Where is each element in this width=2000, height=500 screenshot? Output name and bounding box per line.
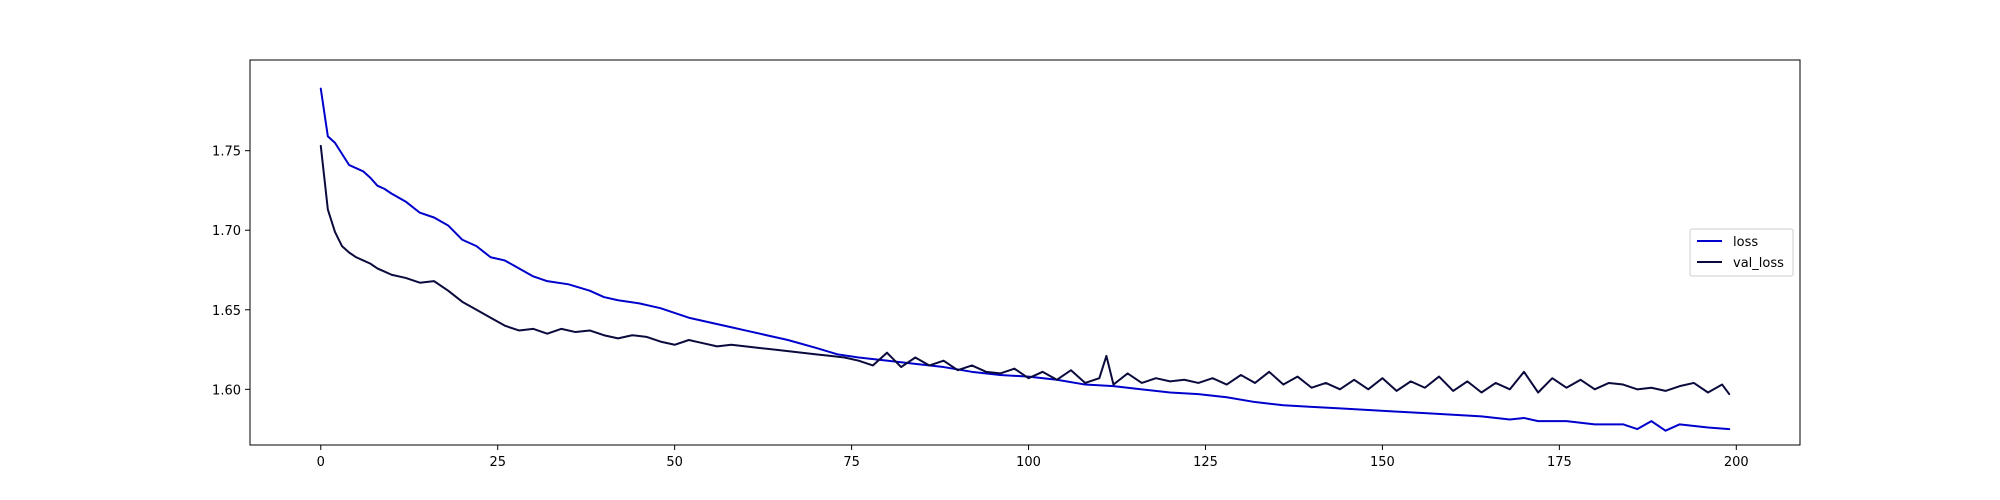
series-line-loss bbox=[319, 87, 1731, 432]
x-tick-label-150: 150 bbox=[1370, 455, 1395, 470]
y-tick-label-1.75: 1.75 bbox=[212, 145, 241, 160]
x-tick-label-0: 0 bbox=[317, 455, 325, 470]
x-tick-label-125: 125 bbox=[1193, 455, 1218, 470]
y-tick-label-1.60: 1.60 bbox=[212, 383, 241, 398]
x-tick-label-25: 25 bbox=[489, 455, 506, 470]
x-tick-label-50: 50 bbox=[666, 455, 683, 470]
y-tick-label-1.70: 1.70 bbox=[212, 224, 241, 239]
plot-area-frame bbox=[249, 59, 1801, 446]
y-axis: 1.60 1.65 1.70 1.75 bbox=[212, 145, 250, 398]
legend-label-loss: loss bbox=[1733, 235, 1758, 250]
x-axis: 0 25 50 75 100 125 150 175 200 bbox=[317, 445, 1749, 470]
x-tick-label-175: 175 bbox=[1547, 455, 1572, 470]
x-tick-label-100: 100 bbox=[1016, 455, 1041, 470]
x-tick-label-75: 75 bbox=[843, 455, 860, 470]
y-tick-label-1.65: 1.65 bbox=[212, 304, 241, 319]
series-line-val-loss bbox=[319, 144, 1731, 396]
legend-label-val-loss: val_loss bbox=[1733, 256, 1784, 271]
x-tick-label-200: 200 bbox=[1724, 455, 1749, 470]
legend: loss val_loss bbox=[1689, 228, 1794, 277]
series-layer bbox=[319, 87, 1731, 432]
